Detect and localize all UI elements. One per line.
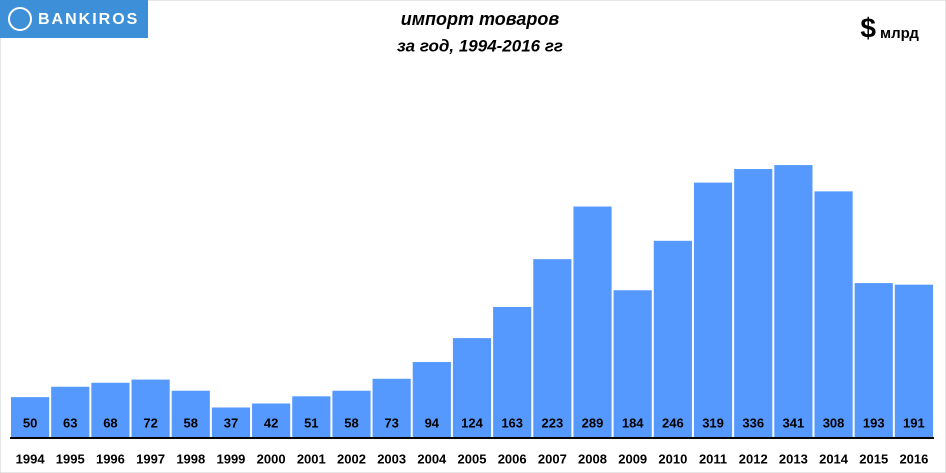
data-label: 223 xyxy=(541,415,563,430)
data-label: 58 xyxy=(344,415,358,430)
x-tick-label: 2002 xyxy=(337,451,366,466)
x-tick-label: 2006 xyxy=(498,451,527,466)
x-tick-label: 1995 xyxy=(56,451,85,466)
data-label: 51 xyxy=(304,415,318,430)
x-tick-label: 2010 xyxy=(658,451,687,466)
bar xyxy=(693,182,733,437)
data-label: 72 xyxy=(143,415,157,430)
data-label: 184 xyxy=(622,415,644,430)
chart-subtitle: за год, 1994-2016 гг xyxy=(397,36,563,55)
x-tick-label: 2016 xyxy=(899,451,928,466)
x-tick-label: 1996 xyxy=(96,451,125,466)
data-label: 58 xyxy=(184,415,198,430)
bar xyxy=(533,259,572,437)
data-label: 163 xyxy=(501,415,523,430)
bar xyxy=(91,382,130,437)
bar xyxy=(493,307,532,437)
x-tick-label: 2004 xyxy=(417,451,447,466)
bar xyxy=(211,407,251,437)
x-tick-label: 2005 xyxy=(458,451,487,466)
x-tick-label: 2013 xyxy=(779,451,808,466)
data-label: 42 xyxy=(264,415,278,430)
x-tick-label: 2000 xyxy=(257,451,286,466)
bar xyxy=(252,403,291,437)
data-label: 37 xyxy=(224,415,238,430)
chart-title: импорт товаров xyxy=(401,9,560,29)
x-tick-label: 2009 xyxy=(618,451,647,466)
x-tick-label: 1994 xyxy=(16,451,46,466)
x-tick-label: 2007 xyxy=(538,451,567,466)
bar xyxy=(452,338,492,437)
data-label: 246 xyxy=(662,415,684,430)
bar xyxy=(332,390,371,437)
data-label: 68 xyxy=(103,415,117,430)
bar xyxy=(774,165,813,438)
data-label: 289 xyxy=(582,415,604,430)
bar xyxy=(292,396,331,437)
bar xyxy=(894,284,933,437)
logo-icon xyxy=(8,7,32,31)
data-label: 63 xyxy=(63,415,77,430)
data-label: 319 xyxy=(702,415,724,430)
bar xyxy=(653,240,692,437)
bar xyxy=(734,169,773,438)
bar xyxy=(131,379,170,437)
x-tick-label: 2008 xyxy=(578,451,607,466)
bar xyxy=(412,362,451,437)
logo-text: BANKIROS xyxy=(38,11,139,28)
bar xyxy=(613,290,652,437)
data-label: 50 xyxy=(23,415,37,430)
data-label: 336 xyxy=(742,415,764,430)
x-tick-label: 1998 xyxy=(176,451,205,466)
bar xyxy=(51,386,90,437)
x-tick-label: 2014 xyxy=(819,451,849,466)
bar xyxy=(854,283,893,437)
x-tick-label: 1997 xyxy=(136,451,165,466)
logo-box xyxy=(0,0,148,38)
x-tick-label: 2003 xyxy=(377,451,406,466)
x-tick-label: 1999 xyxy=(216,451,245,466)
unit-label: млрд xyxy=(880,25,919,42)
x-tick-label: 2015 xyxy=(859,451,888,466)
x-tick-label: 2001 xyxy=(297,451,326,466)
data-label: 124 xyxy=(461,415,483,430)
data-label: 94 xyxy=(425,415,440,430)
data-label: 308 xyxy=(823,415,845,430)
bar xyxy=(372,378,411,437)
data-label: 341 xyxy=(783,415,805,430)
bar xyxy=(814,191,853,437)
bar xyxy=(171,390,210,437)
bar xyxy=(573,206,612,437)
bar xyxy=(11,397,50,437)
x-tick-label: 2011 xyxy=(699,451,727,466)
x-tick-label: 2012 xyxy=(739,451,768,466)
data-label: 191 xyxy=(903,415,925,430)
data-label: 193 xyxy=(863,415,885,430)
unit-symbol: $ xyxy=(860,12,876,43)
data-label: 73 xyxy=(384,415,398,430)
